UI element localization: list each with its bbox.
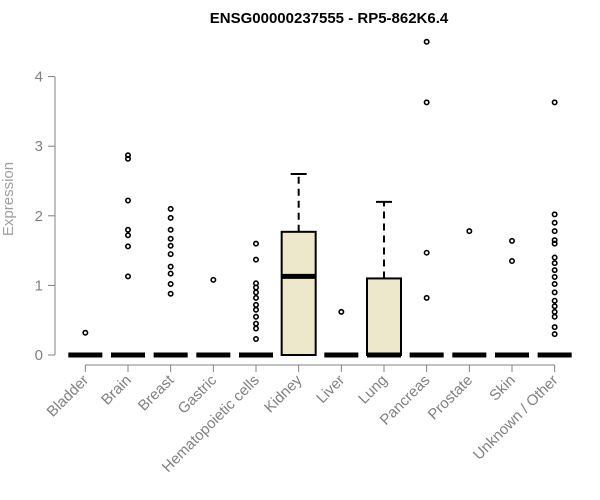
outlier-point [551, 331, 558, 338]
outlier-point [423, 294, 430, 301]
box-group [196, 276, 231, 358]
outlier-point [551, 308, 558, 315]
outlier-point [551, 99, 558, 106]
outlier-point [125, 232, 132, 239]
outlier-point [551, 289, 558, 296]
outlier-point [167, 251, 174, 258]
box-iqr [366, 277, 402, 356]
outlier-point [551, 281, 558, 288]
x-tick-label: Brain [98, 372, 135, 409]
y-axis-label: Expression [0, 162, 17, 236]
outlier-point [253, 280, 260, 287]
box-iqr [280, 230, 317, 356]
box-group [324, 308, 359, 358]
outlier-point [551, 324, 558, 331]
outlier-point [167, 263, 174, 270]
outlier-point [253, 325, 260, 332]
outlier-point [253, 240, 260, 247]
chart-title: ENSG00000237555 - RP5-862K6.4 [210, 10, 449, 27]
outlier-point [253, 289, 260, 296]
y-tick-label: 1 [35, 277, 43, 294]
outlier-point [253, 301, 260, 308]
x-tick-label: Skin [486, 372, 519, 405]
outlier-point [551, 211, 558, 218]
outlier-point [551, 267, 558, 274]
x-tick-label: Breast [135, 371, 178, 414]
outlier-point [253, 335, 260, 342]
box-group [452, 228, 487, 358]
outlier-point [551, 260, 558, 267]
box-group [153, 205, 188, 358]
x-tick-label: Prostate [425, 372, 477, 424]
outlier-point [253, 294, 260, 301]
outlier-point [253, 306, 260, 313]
outlier-point [167, 235, 174, 242]
outlier-point [551, 237, 558, 244]
box-group [537, 99, 572, 358]
x-tick-label: Lung [355, 372, 391, 408]
outlier-point [551, 313, 558, 320]
outlier-point [125, 273, 132, 280]
outlier-point [253, 256, 260, 263]
y-tick-label: 0 [35, 347, 43, 364]
x-tick-label: Kidney [261, 371, 306, 416]
outlier-point [167, 281, 174, 288]
outlier-point [167, 214, 174, 221]
box-group [111, 152, 145, 358]
outlier-point [167, 290, 174, 297]
outlier-point [167, 242, 174, 249]
outlier-point [423, 99, 430, 106]
outlier-point [551, 303, 558, 310]
y-tick-label: 4 [35, 69, 43, 86]
y-axis: 0 1 2 3 4 [35, 69, 56, 364]
outlier-point [167, 226, 174, 233]
outlier-point [125, 197, 132, 204]
box-group [409, 38, 444, 358]
outlier-point [125, 243, 132, 250]
box-group [280, 173, 317, 356]
outlier-point [551, 254, 558, 261]
box-group [495, 237, 529, 358]
box-group [239, 240, 273, 358]
x-tick-label: Liver [313, 372, 348, 407]
outlier-point [508, 237, 515, 244]
outlier-point [338, 308, 345, 315]
y-tick-label: 2 [35, 208, 43, 225]
outlier-point [82, 329, 89, 336]
x-tick-label: Bladder [44, 372, 93, 421]
outlier-point [551, 240, 558, 247]
outlier-point [551, 228, 558, 235]
boxes-layer [68, 38, 572, 358]
outlier-point [253, 320, 260, 327]
outlier-point [551, 297, 558, 304]
outlier-point [125, 155, 132, 162]
box-group [68, 329, 103, 358]
outlier-point [508, 258, 515, 265]
outlier-point [551, 274, 558, 281]
outlier-point [423, 249, 430, 256]
outlier-point [125, 226, 132, 233]
y-tick-label: 3 [35, 138, 43, 155]
outlier-point [466, 228, 473, 235]
outlier-point [551, 219, 558, 226]
box-group [366, 200, 402, 358]
outlier-point [253, 313, 260, 320]
outlier-point [423, 38, 430, 45]
outlier-point [167, 270, 174, 277]
outlier-point [125, 152, 132, 159]
outlier-point [210, 276, 217, 283]
outlier-point [167, 205, 174, 212]
